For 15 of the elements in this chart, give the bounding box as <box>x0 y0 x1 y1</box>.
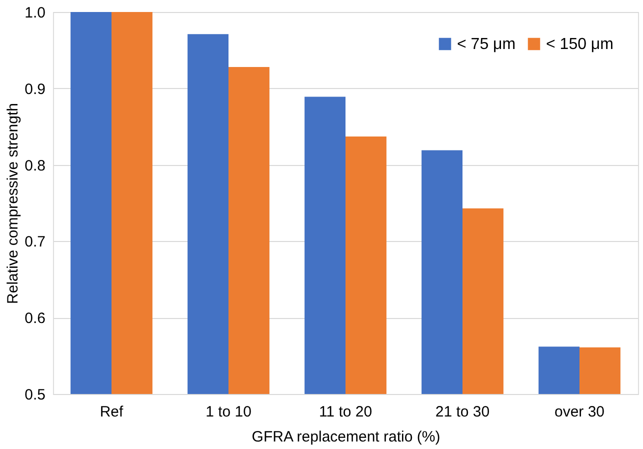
x-axis-title: GFRA replacement ratio (%) <box>252 428 440 446</box>
y-axis-title: Relative compressive strength <box>4 103 22 304</box>
x-tick-label: over 30 <box>554 404 605 420</box>
x-tick-label: 1 to 10 <box>206 404 252 420</box>
y-tick-label: 0.7 <box>24 234 46 251</box>
y-tick-label: 0.9 <box>24 80 46 98</box>
y-tick-label: 0.6 <box>24 310 46 328</box>
x-tick-label: 21 to 30 <box>435 404 490 420</box>
x-tick-label: Ref <box>100 404 124 420</box>
x-tick-label: 11 to 20 <box>318 404 372 420</box>
y-tick-label: 1.0 <box>24 4 46 22</box>
legend-label: < 150 μm <box>546 36 614 53</box>
y-tick-label: 0.8 <box>24 157 46 174</box>
y-tick-label: 0.5 <box>24 386 46 404</box>
legend-label: < 75 μm <box>457 36 516 53</box>
